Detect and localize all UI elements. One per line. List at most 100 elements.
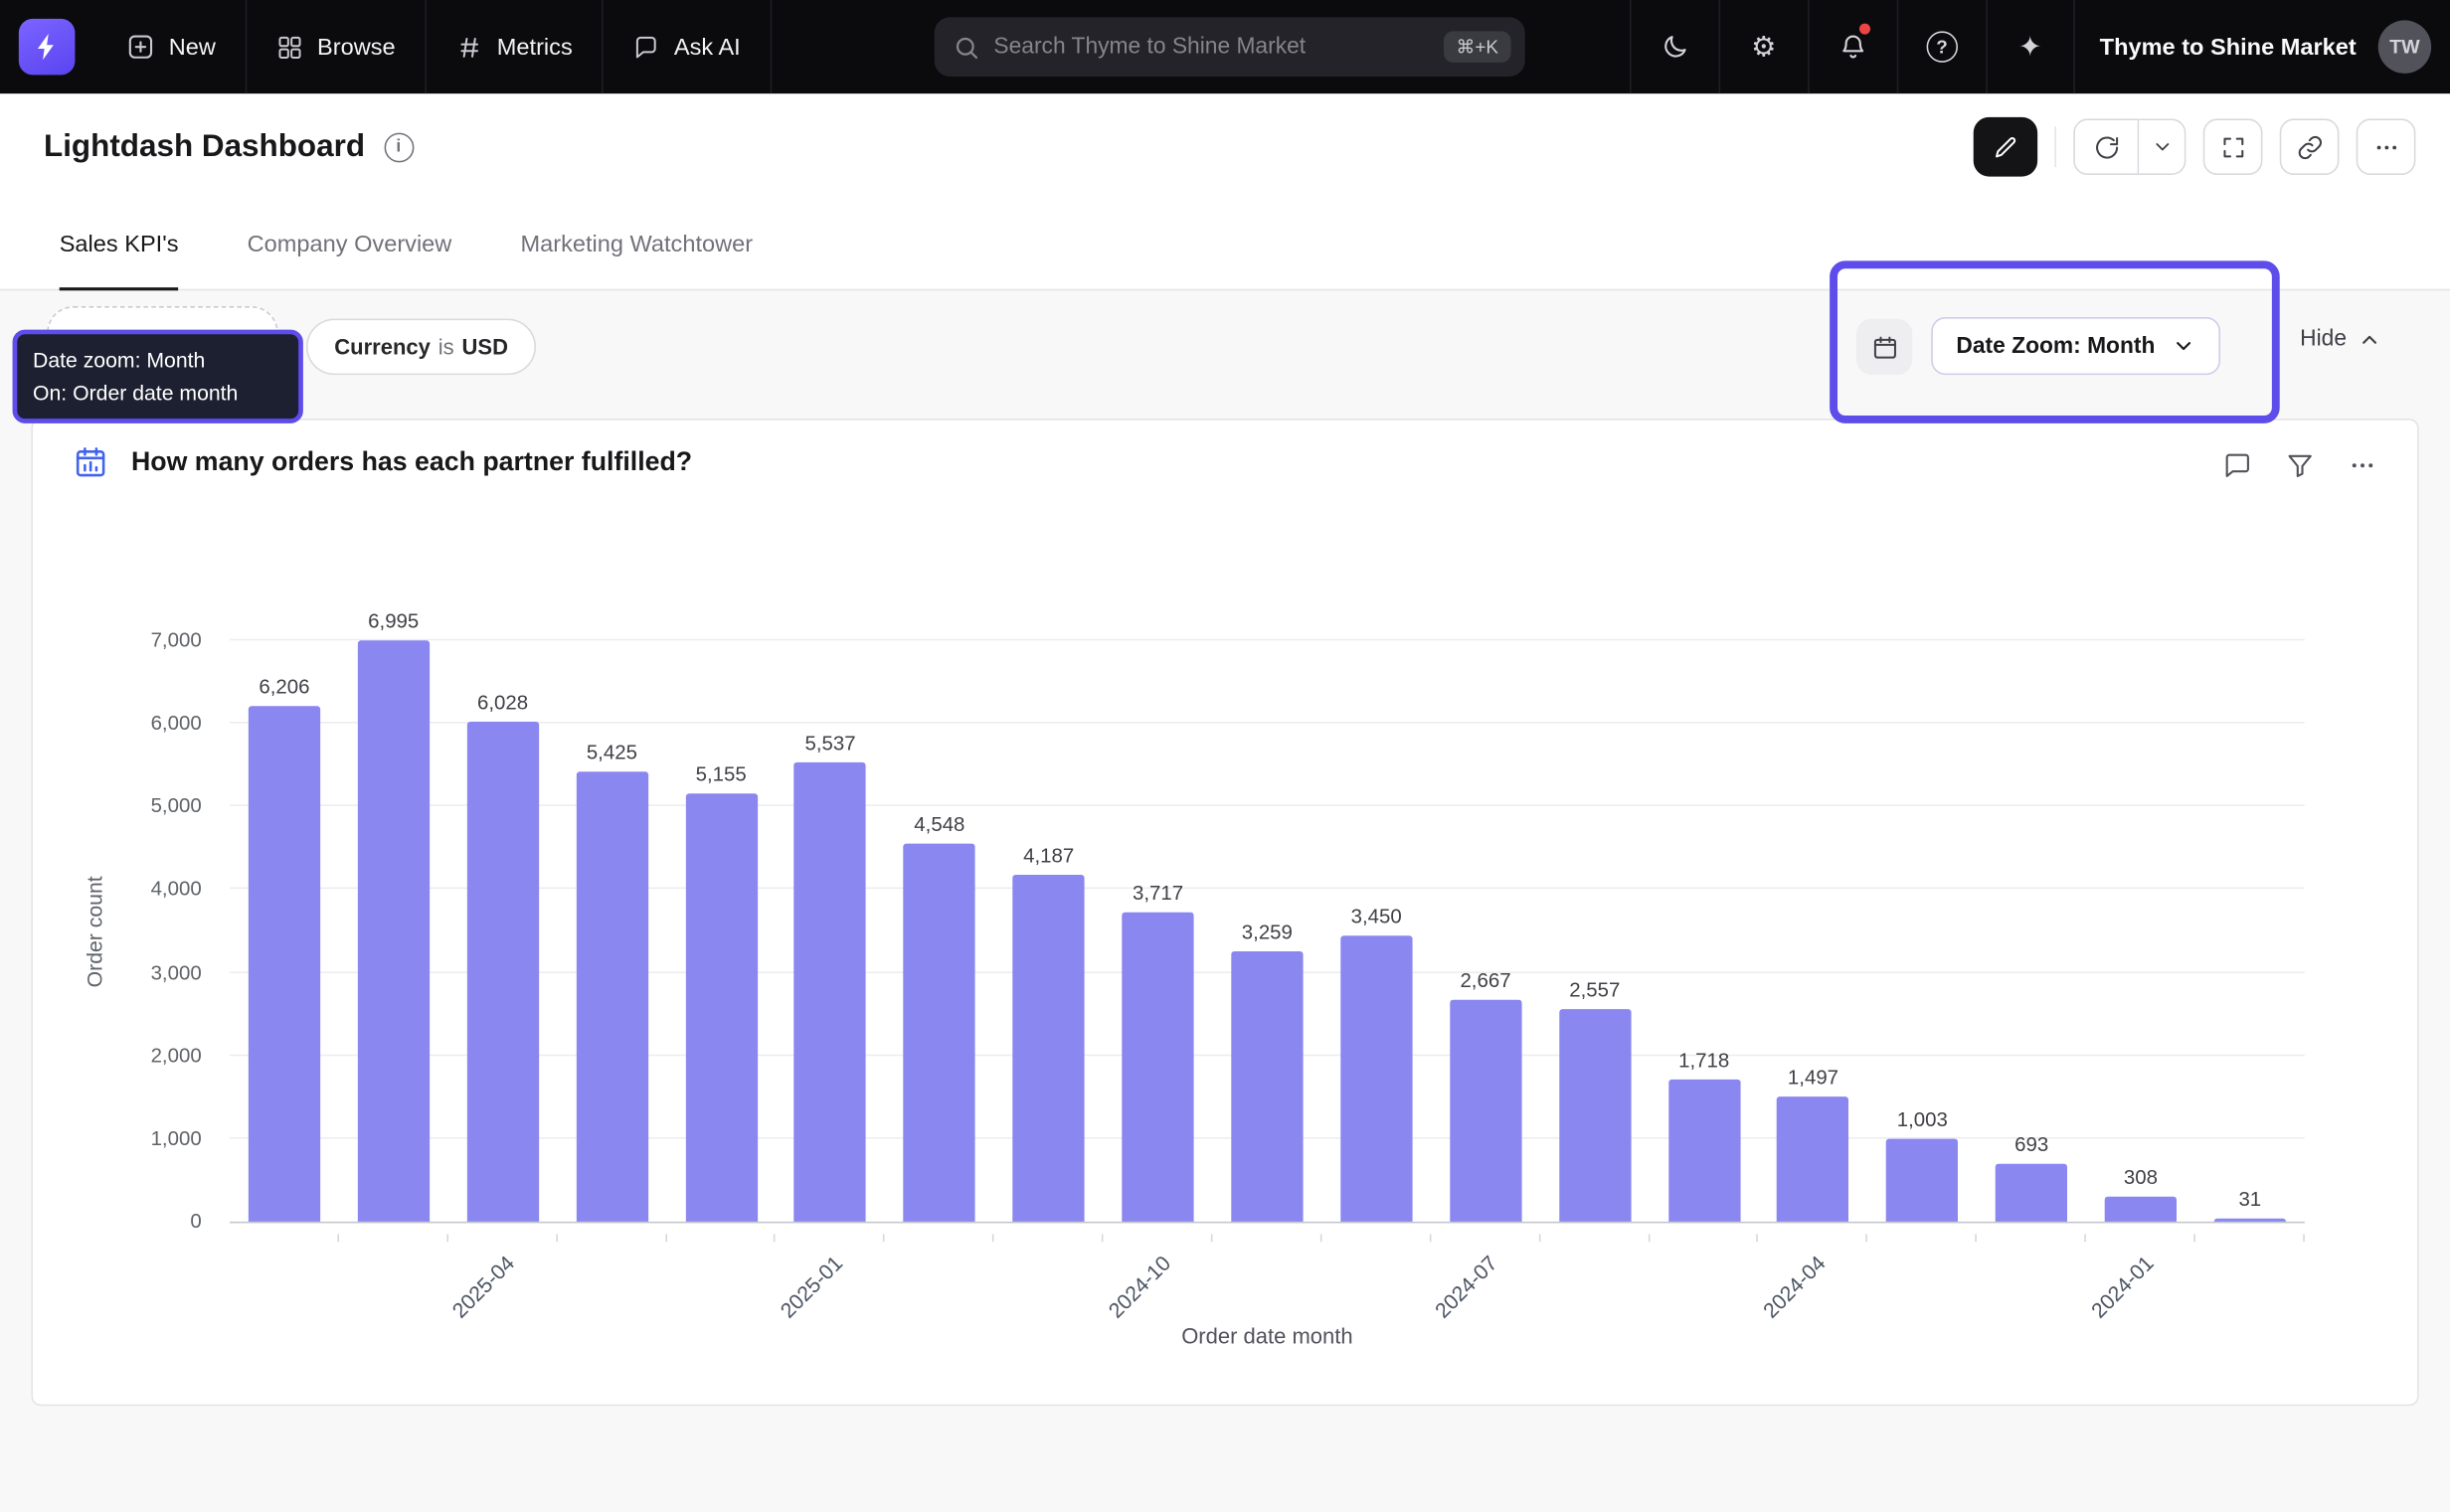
bar[interactable] xyxy=(1667,1079,1740,1222)
bar[interactable] xyxy=(576,770,648,1222)
x-slot xyxy=(1650,1234,1759,1317)
chart-title: How many orders has each partner fulfill… xyxy=(131,446,693,477)
refresh-button-group xyxy=(2073,118,2187,176)
comments-button[interactable] xyxy=(2223,451,2251,479)
x-tick-label: 2025-04 xyxy=(447,1251,520,1323)
organization-name[interactable]: Thyme to Shine Market xyxy=(2099,33,2357,61)
notification-dot xyxy=(1855,20,1873,38)
bar-slot: 5,425 xyxy=(557,642,666,1222)
browse-button[interactable]: Browse xyxy=(245,0,426,94)
date-zoom-dropdown[interactable]: Date Zoom: Month xyxy=(1931,317,2221,376)
pencil-icon xyxy=(1993,133,2019,160)
lightdash-logo[interactable] xyxy=(18,18,76,76)
ai-sparkles-button[interactable]: ✦ xyxy=(1985,0,2075,94)
link-icon xyxy=(2296,133,2323,160)
chart-more-options-button[interactable] xyxy=(2349,451,2376,479)
bar[interactable] xyxy=(1340,934,1413,1222)
chart-plot-area: 0 1,000 2,000 3,000 4,000 5,000 6,000 7,000 Ord… xyxy=(84,609,2305,1233)
bar[interactable] xyxy=(357,640,430,1222)
share-link-button[interactable] xyxy=(2279,118,2340,176)
bar-slot: 3,717 xyxy=(1104,642,1213,1222)
bar-slot: 6,206 xyxy=(230,642,339,1222)
notifications-button[interactable] xyxy=(1807,0,1897,94)
bar-slot: 1,497 xyxy=(1759,642,1868,1222)
bar[interactable] xyxy=(903,844,976,1222)
bar[interactable] xyxy=(685,793,758,1222)
date-zoom-calendar-button[interactable] xyxy=(1855,318,1913,376)
x-slot xyxy=(339,1234,448,1317)
page-title: Lightdash Dashboard xyxy=(44,128,366,164)
bar-value-label: 3,717 xyxy=(1132,882,1184,906)
bar[interactable] xyxy=(248,706,321,1222)
chart-card-header: How many orders has each partner fulfill… xyxy=(74,445,692,480)
x-slot: 2024-01 xyxy=(2086,1234,2195,1322)
currency-filter-chip[interactable]: Currency is USD xyxy=(306,318,537,376)
bar[interactable] xyxy=(2213,1219,2286,1222)
metrics-button[interactable]: Metrics xyxy=(425,0,603,94)
user-avatar[interactable]: TW xyxy=(2377,20,2432,74)
bar-slot: 3,450 xyxy=(1321,642,1431,1222)
bar[interactable] xyxy=(1777,1096,1849,1222)
fullscreen-button[interactable] xyxy=(2202,118,2263,176)
help-button[interactable]: ? xyxy=(1896,0,1986,94)
chart-card: How many orders has each partner fulfill… xyxy=(31,419,2419,1407)
theme-toggle-button[interactable] xyxy=(1629,0,1719,94)
help-icon: ? xyxy=(1926,31,1958,63)
bar-value-label: 1,497 xyxy=(1787,1066,1839,1090)
chevron-down-icon xyxy=(2151,136,2173,158)
bar-value-label: 6,995 xyxy=(368,609,420,633)
top-navbar: New Browse Metrics Ask AI ⌘+K xyxy=(0,0,2450,94)
settings-button[interactable]: ⚙ xyxy=(1718,0,1808,94)
chart-type-icon xyxy=(74,445,108,480)
x-slot xyxy=(1867,1234,1978,1317)
x-slot: 2024-04 xyxy=(1758,1234,1868,1322)
edit-dashboard-button[interactable] xyxy=(1973,116,2038,177)
refresh-button[interactable] xyxy=(2073,118,2140,176)
x-slot: 2025-04 xyxy=(448,1234,558,1322)
navbar-right-cluster: ⚙ ? ✦ Thyme to Shine Market TW xyxy=(1629,0,2432,94)
x-tick-label: 2024-10 xyxy=(1103,1251,1175,1323)
bar-value-label: 6,028 xyxy=(476,690,529,714)
tab-marketing-watchtower[interactable]: Marketing Watchtower xyxy=(520,231,754,258)
new-button[interactable]: New xyxy=(96,0,245,93)
search-input[interactable] xyxy=(993,34,1444,60)
bar-value-label: 4,187 xyxy=(1023,842,1075,867)
bar[interactable] xyxy=(1996,1164,2068,1222)
bar[interactable] xyxy=(1886,1138,1959,1222)
x-tick-label: 2024-07 xyxy=(1430,1251,1502,1323)
hide-filters-button[interactable]: Hide xyxy=(2300,326,2380,352)
bar-slot: 2,557 xyxy=(1540,642,1650,1222)
chat-bubble-icon xyxy=(633,34,660,61)
bar-slot: 31 xyxy=(2195,642,2305,1222)
bar[interactable] xyxy=(1558,1009,1631,1222)
ellipsis-icon xyxy=(2372,133,2399,160)
bar-slot: 693 xyxy=(1977,642,2086,1222)
bar[interactable] xyxy=(1122,913,1194,1222)
x-slot xyxy=(1977,1234,2086,1317)
tab-company-overview[interactable]: Company Overview xyxy=(247,231,452,258)
ask-ai-button[interactable]: Ask AI xyxy=(602,0,773,94)
tab-sales-kpis[interactable]: Sales KPI's xyxy=(59,200,179,291)
y-tick-label: 0 xyxy=(190,1209,202,1233)
filter-field: Currency xyxy=(334,334,431,360)
bar-value-label: 6,206 xyxy=(259,675,310,699)
bar[interactable] xyxy=(1231,950,1304,1222)
filter-funnel-button[interactable] xyxy=(2286,451,2314,479)
gridline xyxy=(230,888,2305,890)
bar[interactable] xyxy=(1012,874,1085,1222)
sparkles-icon: ✦ xyxy=(2017,31,2042,63)
x-slot xyxy=(666,1234,776,1317)
bar-slot: 6,995 xyxy=(339,609,448,1222)
refresh-dropdown-button[interactable] xyxy=(2139,118,2187,176)
bar[interactable] xyxy=(2104,1196,2178,1222)
global-search[interactable]: ⌘+K xyxy=(934,17,1525,78)
bar[interactable] xyxy=(1449,1000,1522,1222)
y-tick-label: 2,000 xyxy=(150,1043,202,1067)
date-zoom-tooltip: Date zoom: Month On: Order date month xyxy=(12,329,303,423)
x-slot xyxy=(994,1234,1104,1317)
more-options-button[interactable] xyxy=(2356,118,2416,176)
x-slot: 2024-10 xyxy=(1103,1234,1213,1322)
info-icon[interactable]: i xyxy=(383,131,414,162)
bar[interactable] xyxy=(793,761,867,1222)
bar[interactable] xyxy=(466,721,539,1222)
